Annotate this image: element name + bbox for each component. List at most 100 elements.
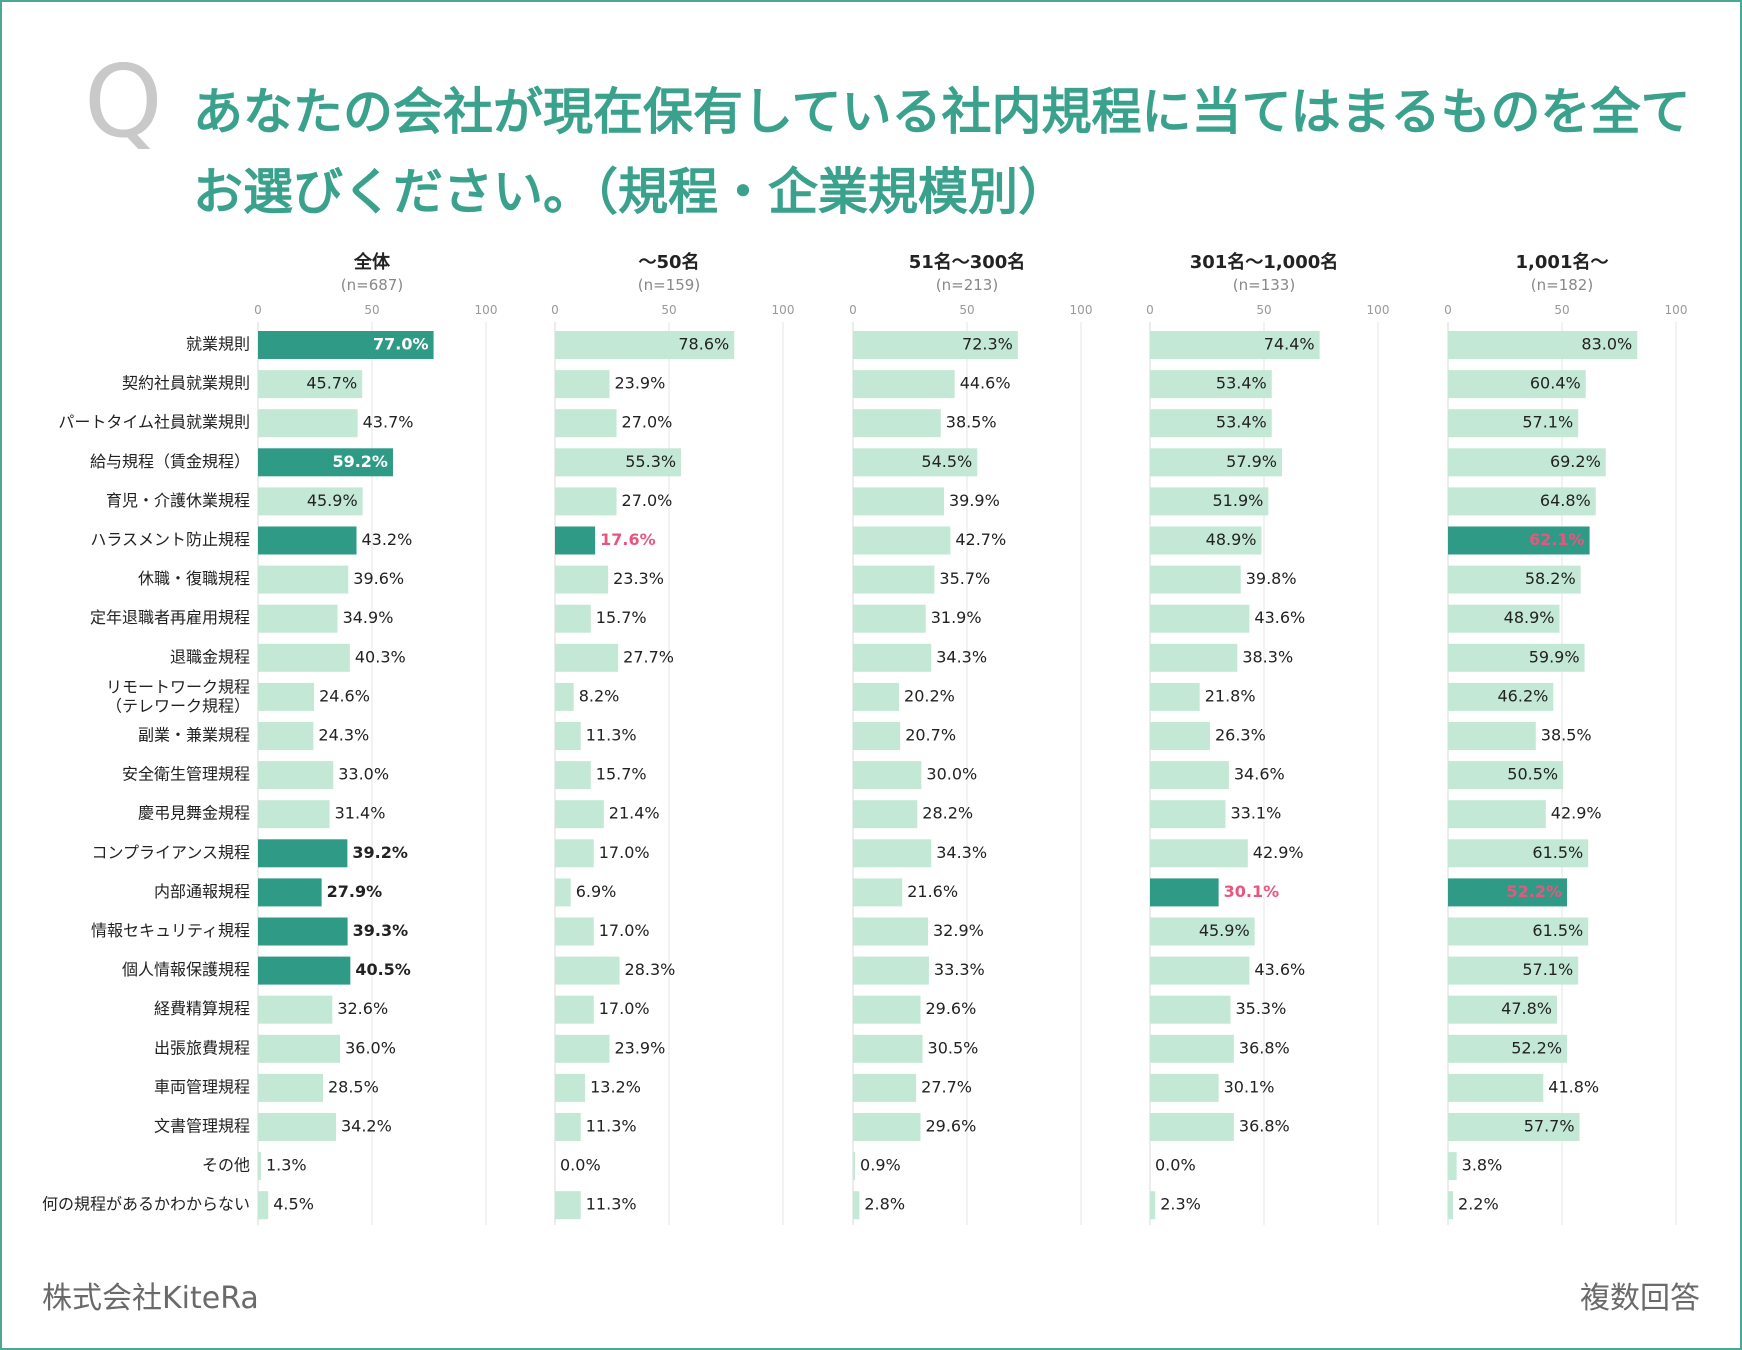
bar-0-1 — [258, 370, 363, 399]
bar-4-0 — [1448, 331, 1638, 359]
bar-1-1 — [555, 370, 610, 399]
bar-2-10 — [853, 722, 901, 750]
value-label-0-20: 34.2% — [341, 1117, 392, 1136]
bar-4-6 — [1448, 565, 1581, 594]
panel-title-2: 51名〜300名 — [909, 251, 1026, 273]
value-label-0-17: 32.6% — [337, 999, 388, 1018]
bar-4-16 — [1448, 956, 1579, 985]
tick-label-0-0: 0 — [254, 303, 262, 317]
panel-n-0: (n=687) — [341, 276, 403, 294]
bar-0-7 — [258, 604, 338, 633]
bar-3-7 — [1150, 604, 1250, 633]
value-label-3-13: 42.9% — [1253, 843, 1304, 862]
tick-label-3-0: 0 — [1146, 303, 1154, 317]
value-label-4-4: 64.8% — [1540, 491, 1591, 510]
bar-4-22 — [1448, 1191, 1454, 1220]
panel-n-3: (n=133) — [1233, 276, 1295, 294]
bar-1-7 — [555, 604, 591, 633]
value-label-1-10: 11.3% — [586, 726, 637, 745]
value-label-1-5: 17.6% — [600, 530, 656, 549]
value-label-0-5: 43.2% — [361, 530, 412, 549]
value-label-4-5: 62.1% — [1529, 530, 1585, 549]
value-label-1-9: 8.2% — [579, 686, 620, 705]
bar-4-4 — [1448, 487, 1596, 516]
value-label-0-16: 40.5% — [355, 960, 411, 979]
bar-1-10 — [555, 722, 581, 750]
category-label-cat-17: 経費精算規程 — [154, 999, 250, 1018]
value-label-4-8: 59.9% — [1529, 647, 1580, 666]
value-label-3-1: 53.4% — [1216, 374, 1267, 393]
value-label-0-22: 4.5% — [273, 1195, 314, 1214]
bar-3-0 — [1150, 331, 1320, 359]
bar-0-19 — [258, 1073, 323, 1102]
value-label-0-0: 77.0% — [373, 335, 429, 354]
bar-4-15 — [1448, 917, 1589, 946]
bar-1-8 — [555, 643, 619, 672]
category-label-cat-1: 契約社員就業規則 — [122, 374, 250, 393]
value-label-4-1: 60.4% — [1530, 374, 1581, 393]
category-label-cat-2: パートタイム社員就業規則 — [58, 413, 250, 432]
value-label-0-1: 45.7% — [306, 374, 357, 393]
value-label-2-21: 0.9% — [860, 1156, 901, 1175]
bar-2-16 — [853, 956, 929, 985]
bar-4-1 — [1448, 370, 1586, 399]
bar-0-12 — [258, 800, 330, 829]
value-label-2-16: 33.3% — [934, 960, 985, 979]
category-label-cat-0: 就業規則 — [186, 335, 250, 354]
value-label-2-5: 42.7% — [955, 530, 1006, 549]
bar-3-1 — [1150, 370, 1272, 399]
category-label-cat-20: 文書管理規程 — [154, 1117, 250, 1136]
value-label-2-18: 30.5% — [928, 1038, 979, 1057]
value-label-0-3: 59.2% — [332, 452, 388, 471]
company-name: 株式会社KiteRa — [42, 1281, 259, 1316]
bar-3-12 — [1150, 800, 1226, 829]
value-label-4-0: 83.0% — [1581, 335, 1632, 354]
value-label-3-11: 34.6% — [1234, 765, 1285, 784]
bar-0-20 — [258, 1113, 336, 1141]
value-label-3-18: 36.8% — [1239, 1038, 1290, 1057]
value-label-1-14: 6.9% — [576, 882, 617, 901]
value-label-3-4: 51.9% — [1213, 491, 1264, 510]
bar-2-21 — [853, 1152, 856, 1181]
bar-2-3 — [853, 448, 978, 477]
category-label-cat-5: ハラスメント防止規程 — [90, 530, 250, 549]
value-label-0-4: 45.9% — [307, 491, 358, 510]
category-label-cat-15: 情報セキュリティ規程 — [91, 921, 250, 940]
bar-0-5 — [258, 526, 357, 555]
value-label-3-0: 74.4% — [1264, 335, 1315, 354]
tick-label-2-0: 0 — [849, 303, 857, 317]
bar-2-4 — [853, 487, 944, 516]
bar-3-11 — [1150, 761, 1229, 790]
category-label-cat-11: 安全衛生管理規程 — [122, 765, 250, 784]
bar-2-8 — [853, 643, 932, 672]
category-label-cat-18: 出張旅費規程 — [154, 1038, 250, 1057]
bar-3-16 — [1150, 956, 1250, 985]
bar-1-5 — [555, 526, 596, 555]
category-label-cat-8: 退職金規程 — [170, 647, 250, 666]
bar-4-21 — [1448, 1152, 1457, 1181]
value-label-1-8: 27.7% — [623, 647, 674, 666]
value-label-1-15: 17.0% — [599, 921, 650, 940]
bar-1-22 — [555, 1191, 581, 1220]
value-label-0-13: 39.2% — [352, 843, 408, 862]
bar-4-17 — [1448, 995, 1557, 1024]
bar-1-20 — [555, 1113, 581, 1141]
category-label-cat-6: 休職・復職規程 — [138, 569, 250, 588]
tick-label-4-1: 50 — [1554, 303, 1569, 317]
bar-2-2 — [853, 409, 941, 438]
value-label-0-14: 27.9% — [327, 882, 383, 901]
bar-3-9 — [1150, 682, 1200, 711]
bar-0-17 — [258, 995, 333, 1024]
bar-1-15 — [555, 917, 594, 946]
panel-title-1: 〜50名 — [638, 251, 699, 273]
bar-0-11 — [258, 761, 334, 790]
value-label-3-10: 26.3% — [1215, 726, 1266, 745]
bar-3-19 — [1150, 1073, 1219, 1102]
bar-1-13 — [555, 839, 594, 868]
tick-label-4-2: 100 — [1665, 303, 1688, 317]
tick-label-1-2: 100 — [772, 303, 795, 317]
bar-4-13 — [1448, 839, 1589, 868]
value-label-0-21: 1.3% — [266, 1156, 307, 1175]
bar-2-7 — [853, 604, 926, 633]
